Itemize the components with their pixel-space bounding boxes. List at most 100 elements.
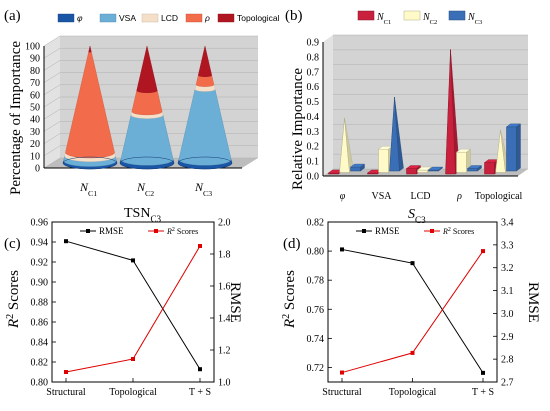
y-tick-label-right: 3.0 xyxy=(501,309,514,320)
y-tick-label: 0.4 xyxy=(307,112,320,123)
x-tick-label: LCD xyxy=(411,191,431,202)
cone-side-NC3 xyxy=(394,97,404,172)
cone-segment-Topological xyxy=(198,45,212,77)
legend: NC1 NC2 NC3 xyxy=(357,10,482,26)
cone-segment-Topological xyxy=(88,45,92,53)
gridline xyxy=(43,96,61,108)
side-wall xyxy=(323,35,333,176)
legend-swatch xyxy=(99,13,117,23)
legend-marker-rmse xyxy=(362,229,366,233)
legend-swatch xyxy=(448,10,466,21)
bar-mark-NC3 xyxy=(506,126,517,172)
gridline xyxy=(43,72,61,83)
back-wall xyxy=(333,35,528,169)
y-tick-label: 0.7 xyxy=(307,67,320,78)
series-RMSE xyxy=(64,239,202,372)
y-tick-label-right: 1.4 xyxy=(218,314,231,325)
cone-segment-ρ xyxy=(195,75,215,87)
bar-group-3 xyxy=(405,165,444,175)
x-tick-label: NC2 xyxy=(136,180,154,198)
x-tick-label: T + S xyxy=(189,387,211,398)
cone-segment-Topological xyxy=(136,45,158,93)
x-tick-label: NC3 xyxy=(194,180,212,198)
bar-group-4 xyxy=(445,49,483,175)
y-tick-label-right: 1.0 xyxy=(218,378,231,389)
x-tick-label: NC1 xyxy=(79,180,97,198)
y-tick-label-left: 0.80 xyxy=(31,378,49,389)
y-tick-label: 0.8 xyxy=(307,52,320,63)
x-tick-label: Topological xyxy=(389,387,437,398)
cone-3 xyxy=(177,45,233,170)
legend-swatch xyxy=(185,13,203,23)
data-point xyxy=(340,247,344,252)
data-point xyxy=(410,350,415,355)
legend-label: NC2 xyxy=(422,12,437,26)
y-tick-label: 0 xyxy=(35,164,40,175)
data-point xyxy=(481,249,485,254)
data-point xyxy=(198,244,202,248)
y-tick-label: 0.9 xyxy=(307,38,320,49)
gridline xyxy=(43,35,61,47)
y-tick-label: 90 xyxy=(30,54,40,65)
x-axis-title: SC3 xyxy=(408,207,426,225)
y-tick-label: 0.2 xyxy=(307,142,320,153)
y-tick-label-left: 0.90 xyxy=(31,278,49,289)
y-tick-label-right: 3.3 xyxy=(501,240,514,251)
x-tick-label: Topological xyxy=(109,387,157,398)
y-tick-label-right: 3.2 xyxy=(501,263,514,274)
y-tick-label: 60 xyxy=(30,90,40,101)
legend-marker-rmse xyxy=(86,229,90,233)
bar-mark-NC2 xyxy=(456,151,467,173)
legend: φ VSA LCD ρ Topological xyxy=(57,13,280,23)
y-tick-label: 70 xyxy=(30,78,40,89)
bar-side-NC3 xyxy=(360,163,365,172)
x-tick-label: φ xyxy=(340,191,346,202)
y-tick-label: 0.0 xyxy=(307,172,320,183)
bar-side-NC3 xyxy=(477,165,482,172)
legend-label: LCD xyxy=(161,13,178,23)
cone-segment-ρ xyxy=(131,90,163,116)
data-point xyxy=(410,261,415,266)
y-tick-label-right: 2.0 xyxy=(218,218,231,229)
legend-marker-r2 xyxy=(430,229,434,233)
y-tick-label-left: 0.80 xyxy=(307,247,325,258)
y-tick-label: 50 xyxy=(30,103,40,114)
y-tick-label: 100 xyxy=(25,42,40,53)
bar-side-NC3 xyxy=(438,166,443,172)
legend-label-rmse: RMSE xyxy=(99,226,124,236)
legend-swatch xyxy=(217,13,235,23)
y-axis-title-right: RMSE xyxy=(227,282,243,323)
y-tick-label: 0.6 xyxy=(307,82,320,93)
y-tick-label-right: 1.8 xyxy=(218,250,231,261)
data-point xyxy=(198,367,202,372)
y-tick-label-left: 0.92 xyxy=(31,258,49,269)
gridline xyxy=(43,157,61,169)
legend-swatch xyxy=(403,10,421,21)
legend-label: Topological xyxy=(237,13,280,23)
y-tick-label-left: 0.84 xyxy=(31,338,49,349)
y-tick-label-left: 0.82 xyxy=(307,218,325,229)
gridline xyxy=(43,108,61,120)
panel-label: (c) xyxy=(4,236,21,252)
series-R2 Scores xyxy=(340,249,485,375)
data-point xyxy=(481,370,485,375)
y-tick-label-left: 0.76 xyxy=(307,305,325,316)
y-tick-label: 20 xyxy=(30,139,40,150)
y-tick-label-right: 1.2 xyxy=(218,346,231,357)
y-tick-label-left: 0.82 xyxy=(31,358,49,369)
series-line xyxy=(65,245,201,373)
bar-group-5 xyxy=(483,123,522,175)
legend-swatch xyxy=(357,10,375,21)
panel-label: (b) xyxy=(285,8,303,24)
legend-label-r2: R2 Scores xyxy=(442,227,474,236)
panel-c-line-chart: 0.80 0.82 0.84 0.86 0.88 0.90 0.92 0.94 0.96 1.0 1… xyxy=(4,218,243,399)
bar-mark-NC1 xyxy=(484,162,495,175)
y-tick-label-left: 0.78 xyxy=(307,276,325,287)
gridline xyxy=(43,145,61,157)
y-tick-label-left: 0.88 xyxy=(31,298,49,309)
legend-label-rmse: RMSE xyxy=(375,226,400,236)
y-tick-label-left: 0.86 xyxy=(31,318,49,329)
legend-marker-r2 xyxy=(154,229,158,233)
y-tick-label-left: 0.74 xyxy=(307,334,325,345)
